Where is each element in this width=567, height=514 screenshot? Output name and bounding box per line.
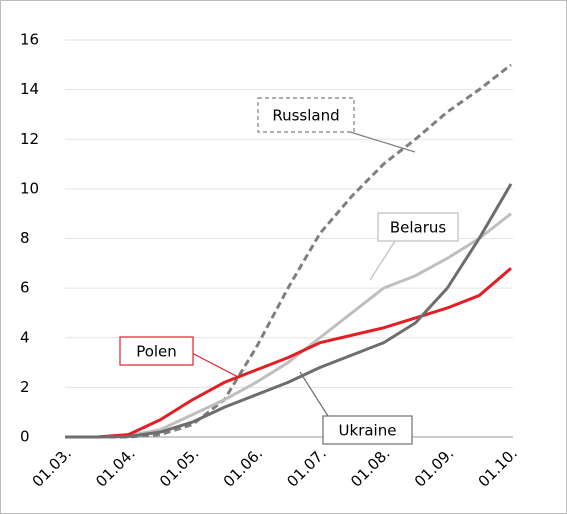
callout-leader <box>299 371 329 417</box>
legend-label: Belarus <box>390 219 447 237</box>
y-tick-label: 10 <box>20 179 39 197</box>
y-tick-label: 4 <box>20 328 30 346</box>
legend-label: Polen <box>136 343 177 361</box>
y-tick-label: 6 <box>20 279 30 297</box>
series-line <box>65 63 512 439</box>
y-tick-label: 0 <box>20 428 30 446</box>
callout-leader <box>189 351 241 379</box>
legend-label: Ukraine <box>339 422 397 440</box>
legend-label: Russland <box>272 107 339 125</box>
callout-box <box>322 415 413 445</box>
y-tick-label: 2 <box>20 378 30 396</box>
y-tick-label: 12 <box>20 130 39 148</box>
callout-box <box>377 212 459 242</box>
callout-box <box>119 336 194 366</box>
y-tick-label: 14 <box>20 80 39 98</box>
y-tick-label: 16 <box>20 31 39 49</box>
callout-leader <box>369 240 396 281</box>
series-line <box>65 183 513 439</box>
callout-leader <box>349 131 416 153</box>
series-line <box>65 267 512 439</box>
callout-box <box>257 97 355 133</box>
y-tick-label: 8 <box>20 229 30 247</box>
